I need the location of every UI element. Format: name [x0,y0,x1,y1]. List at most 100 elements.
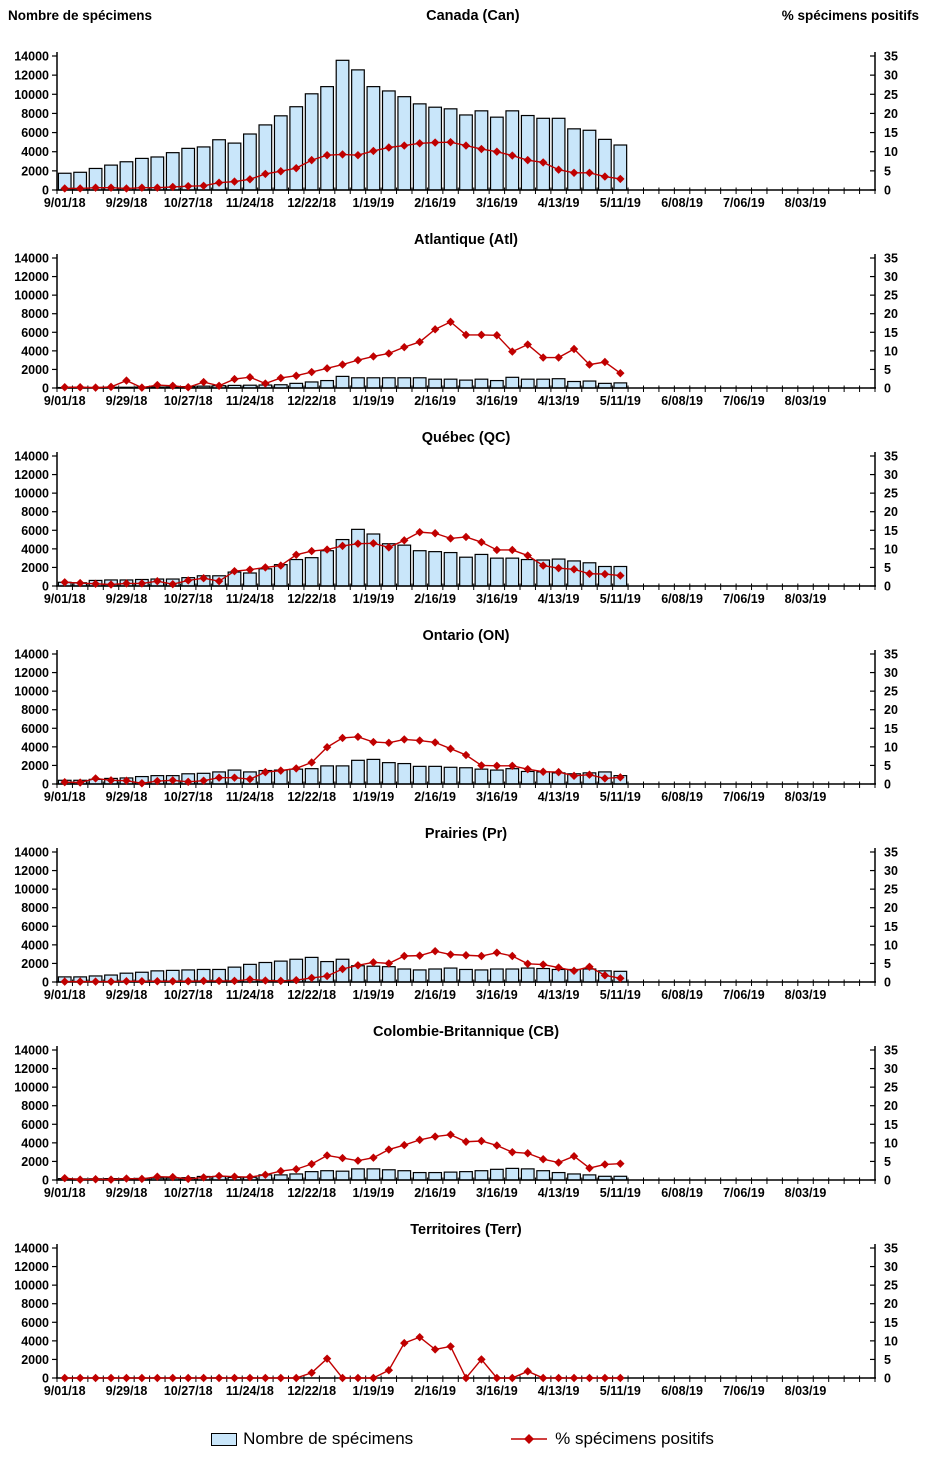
chart-title: Territoires (Terr) [410,1222,522,1238]
x-date-label: 9/29/18 [106,790,148,804]
x-date-label: 2/16/19 [414,394,456,408]
specimen-bar [397,1170,412,1181]
specimen-bar [289,1173,304,1181]
pct-point-marker [369,146,378,156]
y-right-label: 25 [884,1279,898,1293]
specimen-bar [551,558,566,587]
y-right-label: 20 [884,703,898,717]
pct-point-marker [230,374,239,384]
y-left-label: 6000 [21,524,49,538]
specimen-bar [505,376,520,389]
specimen-bar [520,114,535,191]
specimen-bar [304,557,319,587]
x-axis-ticks-labels: 9/01/18 9/29/18 10/27/18 11/24/18 12/22/18 1/… [44,781,876,804]
specimen-bar [428,765,443,785]
pct-point-marker [322,1151,332,1160]
y-right-label: 35 [884,450,898,464]
pct-point-marker [91,1373,100,1383]
line-diamond-swatch-icon [511,1434,548,1444]
chart-canada: 0 2000 4000 6000 8000 10000 12000 14000 0 5 10 15 20… [14,50,898,211]
y-right-label: 25 [884,883,898,897]
pct-point-marker [585,569,594,578]
x-date-label: 7/06/19 [723,988,765,1002]
specimen-bar [397,544,412,587]
specimen-bar [459,968,473,983]
specimen-bar [443,967,458,983]
pct-point-marker [554,353,563,362]
pct-point-marker [569,966,579,976]
pct-point-marker [322,150,332,160]
pct-point-marker [369,1153,378,1162]
y-right-label: 20 [884,107,898,121]
pct-point-marker [430,529,440,538]
x-date-label: 12/22/18 [287,1384,336,1398]
specimen-bar [489,968,504,983]
pct-point-marker [415,527,424,537]
chart-quebec: Québec (QC) 0 2000 4000 6000 8000 10000 12000 14… [14,430,898,606]
y-right-label: 30 [884,468,898,482]
pct-point-marker [384,1145,394,1154]
pct-point-marker [261,379,270,388]
specimen-bar [474,378,489,389]
y-right-label: 0 [884,1372,891,1386]
pct-point-marker [554,1158,563,1167]
specimen-bar [443,108,458,191]
pct-point-marker [261,169,270,179]
y-right-label: 15 [884,326,898,340]
pct-point-marker [122,1174,131,1183]
specimen-bar [273,115,288,191]
y-right-label: 20 [884,505,898,519]
specimen-bar [366,1168,381,1181]
x-axis-ticks-labels: 9/01/18 9/29/18 10/27/18 11/24/18 12/22/18 1/… [44,583,876,606]
specimen-bar [304,1171,319,1181]
pct-point-marker [261,1373,270,1383]
pct-point-marker [523,1367,532,1376]
specimen-bars-series [57,375,628,389]
specimen-bar [366,86,381,191]
y-right-label: 15 [884,1316,898,1330]
pct-point-marker [492,1141,502,1150]
specimen-bar [505,968,520,983]
y-left-label: 14000 [14,1242,49,1256]
specimen-bar [536,117,551,191]
pct-point-marker [338,360,347,369]
x-axis-ticks-labels: 9/01/18 9/29/18 10/27/18 11/24/18 12/22/18 1/… [44,385,876,408]
pct-point-marker [585,360,594,369]
specimen-bar [412,765,427,785]
pct-point-marker [106,382,116,392]
y-right-label: 5 [884,561,891,575]
y-left-label: 6000 [21,1316,49,1330]
specimen-bar [597,138,612,191]
specimen-bar [520,378,535,389]
pct-point-marker [508,1147,517,1157]
y-left-label: 10000 [14,88,49,102]
x-date-label: 5/11/19 [600,988,641,1002]
y-left-label: 10000 [14,883,49,897]
pct-point-marker [461,141,471,150]
y-right-label: 0 [884,1174,891,1188]
pct-point-marker [477,951,486,961]
pct-point-marker [137,183,147,192]
pct-point-marker [523,551,532,560]
y-right-label: 20 [884,307,898,321]
specimen-bar [443,1171,458,1181]
x-date-label: 2/16/19 [414,790,456,804]
pct-point-marker [369,352,378,361]
pct-point-marker [446,950,455,959]
y-right-label: 10 [884,740,898,754]
pct-point-marker [384,738,394,747]
y-left-label: 14000 [14,450,49,464]
pct-point-marker [153,183,162,192]
x-date-label: 6/08/19 [661,1186,703,1200]
specimen-bar [474,553,489,587]
pct-point-marker [75,184,85,193]
pct-point-marker [492,147,502,156]
legend-specimens-label: Nombre de spécimens [243,1429,414,1448]
y-right-label: 5 [884,957,891,971]
y-left-label: 12000 [14,1062,49,1076]
pct-point-marker [91,183,100,192]
chart-title-canada: Canada (Can) [426,8,520,24]
pct-point-marker [91,774,100,783]
y-left-label: 2000 [21,363,49,377]
pct-point-marker [338,1373,347,1383]
